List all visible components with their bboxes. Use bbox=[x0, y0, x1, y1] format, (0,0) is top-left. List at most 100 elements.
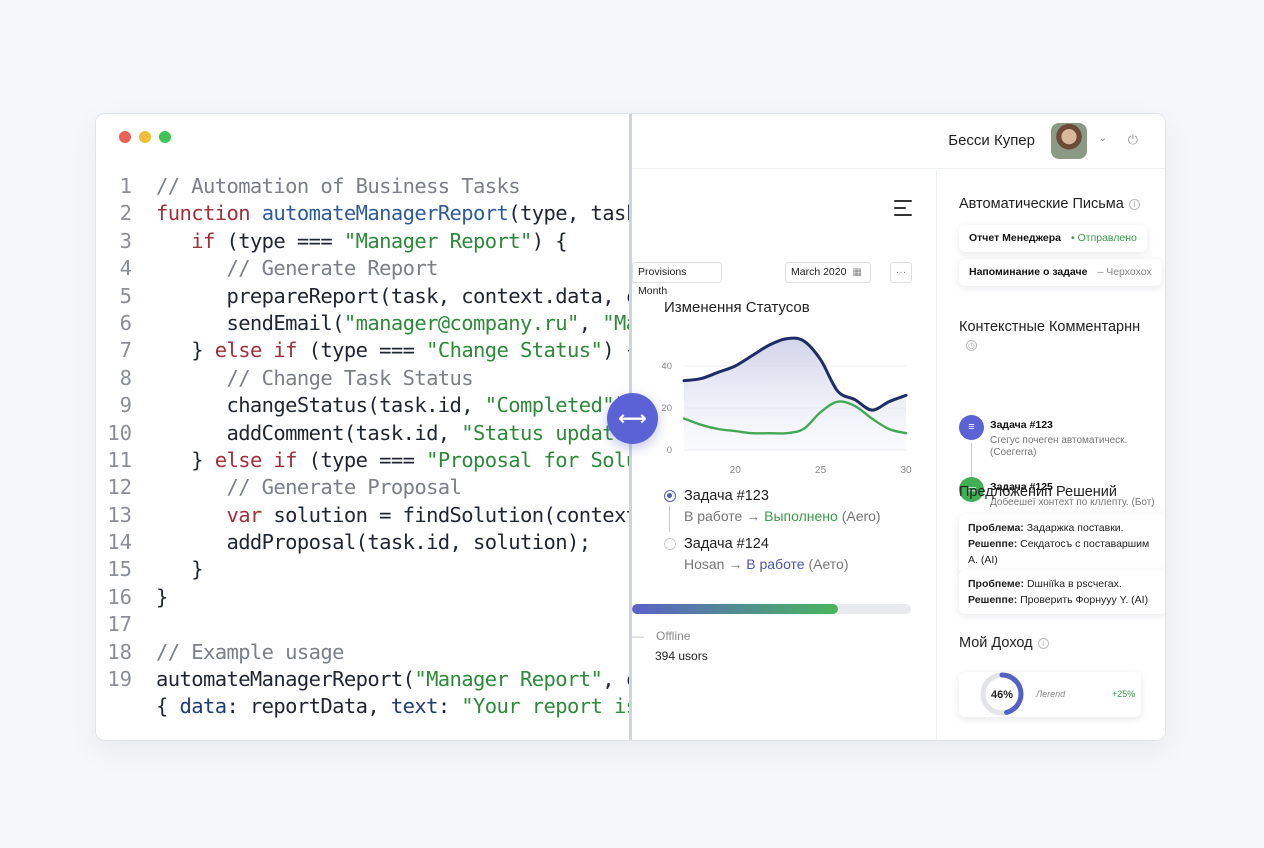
line-number: 8 bbox=[119, 365, 132, 390]
right-sidebar: Автоматические Письма i Отчет Менеджера • … bbox=[938, 170, 1165, 740]
status-chart: 0 20 40 20 25 30 bbox=[661, 336, 912, 476]
code-text: } else if (type === "Change Status") { bbox=[156, 338, 630, 363]
status-transition: Hosan → В работе (Aето) bbox=[684, 556, 849, 572]
users-count: 394 usors bbox=[655, 649, 708, 663]
date-picker-value: March 2020 bbox=[791, 266, 847, 278]
status-item[interactable]: Задача #123 В работе → Выполнено (Aero) bbox=[664, 488, 881, 532]
line-number: 18 bbox=[107, 639, 132, 664]
app-header: Бесси Купер ⌄ ⏻ bbox=[632, 114, 1165, 169]
code-line[interactable]: 12 // Generate Proposal bbox=[96, 474, 630, 501]
progress-bar bbox=[632, 604, 911, 614]
line-number: 11 bbox=[107, 447, 132, 472]
status-radio[interactable] bbox=[664, 490, 676, 502]
comment-note-icon: ≡ bbox=[959, 415, 984, 440]
comment-text: Сгегус почеген автоматическ. (Coeгerra) bbox=[990, 435, 1128, 458]
code-text: } bbox=[156, 557, 203, 582]
line-number: 4 bbox=[119, 256, 132, 281]
x-tick-label: 20 bbox=[730, 465, 742, 476]
power-icon[interactable]: ⏻ bbox=[1127, 132, 1138, 147]
mail-status: – Черхохох bbox=[1097, 266, 1152, 278]
comment-connector bbox=[971, 443, 972, 480]
code-text: addProposal(task.id, solution); bbox=[156, 530, 591, 555]
line-number: 17 bbox=[107, 612, 132, 637]
user-name[interactable]: Бесси Купер bbox=[948, 132, 1035, 149]
comment-title: Задача #123 bbox=[990, 419, 1053, 431]
income-card[interactable]: 46% Лerend +25% bbox=[959, 672, 1141, 717]
status-radio[interactable] bbox=[664, 538, 676, 550]
code-line[interactable]: 10 addComment(task.id, "Status updated a bbox=[96, 420, 630, 447]
code-text: sendEmail("manager@company.ru", "Manag bbox=[156, 310, 630, 335]
code-text: automateManagerReport("Manager Report", … bbox=[156, 667, 630, 692]
comment-text: Добеешеї хонтехт по кллепту. (Бот) bbox=[990, 497, 1155, 508]
y-tick-label: 0 bbox=[667, 445, 672, 456]
maximize-window-button[interactable] bbox=[159, 131, 171, 143]
code-line[interactable]: 9 changeStatus(task.id, "Completed"); bbox=[96, 392, 630, 419]
code-line[interactable]: 4 // Generate Report bbox=[96, 255, 630, 282]
series-area bbox=[684, 338, 906, 450]
minimize-window-button[interactable] bbox=[139, 131, 151, 143]
code-line[interactable]: 13 var solution = findSolution(context.p… bbox=[96, 502, 630, 529]
code-editor[interactable]: 1 // Automation of Business Tasks 2 functio… bbox=[96, 114, 630, 740]
code-line[interactable]: 1 // Automation of Business Tasks bbox=[96, 173, 630, 200]
code-text: } else if (type === "Proposal for Soluti… bbox=[156, 447, 630, 472]
code-line[interactable]: 19 automateManagerReport("Manager Report"… bbox=[96, 666, 630, 693]
code-line[interactable]: { data: reportData, text: "Your report i… bbox=[96, 693, 630, 720]
line-number: 19 bbox=[107, 667, 132, 692]
y-tick-label: 20 bbox=[661, 403, 672, 414]
code-line[interactable]: 11 } else if (type === "Proposal for Sol… bbox=[96, 447, 630, 474]
line-number: 3 bbox=[119, 228, 132, 253]
dashboard-app: Бесси Купер ⌄ ⏻ Provisions Month March 2… bbox=[632, 114, 1165, 740]
menu-icon[interactable] bbox=[894, 200, 912, 221]
line-number: 12 bbox=[107, 475, 132, 500]
code-line[interactable]: 14 addProposal(task.id, solution); bbox=[96, 529, 630, 556]
date-picker[interactable]: March 2020 ▦ bbox=[785, 262, 871, 283]
info-icon: i bbox=[1128, 199, 1140, 210]
trend-label: Лerend bbox=[1036, 689, 1066, 699]
x-tick-label: 25 bbox=[815, 465, 827, 476]
y-tick-label: 40 bbox=[661, 361, 672, 372]
code-text: changeStatus(task.id, "Completed"); bbox=[156, 393, 630, 418]
code-text: if (type === "Manager Report") { bbox=[191, 228, 567, 253]
status-item[interactable]: Задача #124 Hosan → В работе (Aето) bbox=[664, 536, 881, 572]
mail-card[interactable]: Отчет Менеджера • Отправлено bbox=[959, 225, 1147, 252]
code-text: // Generate Proposal bbox=[226, 475, 462, 500]
line-number: 14 bbox=[107, 530, 132, 555]
provisions-month-filter[interactable]: Provisions Month bbox=[632, 262, 722, 297]
solutions-title: Предложенип Решений bbox=[959, 484, 1117, 500]
code-line[interactable]: 17 bbox=[96, 611, 630, 638]
code-block[interactable]: 1 // Automation of Business Tasks 2 functio… bbox=[96, 173, 630, 721]
code-line[interactable]: 15 } bbox=[96, 556, 630, 583]
solution-card[interactable]: Проблема: Задаржка поставки. Решеппе: Се… bbox=[959, 514, 1165, 574]
chart-title: Изменення Статусов bbox=[664, 299, 810, 316]
more-options-button[interactable]: ··· bbox=[890, 262, 912, 283]
line-number: 1 bbox=[119, 174, 132, 198]
status-changes-list: Задача #123 В работе → Выполнено (Aero) … bbox=[664, 488, 881, 584]
status-connector bbox=[669, 506, 670, 532]
chevron-down-icon[interactable]: ⌄ bbox=[1098, 133, 1107, 144]
solution-card[interactable]: Пробпеме: Dшніїka в pscчегах. Решеппе: П… bbox=[959, 570, 1165, 614]
code-text: prepareReport(task, context.data, conte bbox=[226, 283, 630, 308]
split-swap-handle[interactable]: ⟷ bbox=[607, 393, 658, 444]
code-line[interactable]: 6 sendEmail("manager@company.ru", "Manag bbox=[96, 310, 630, 337]
code-line[interactable]: 18 // Example usage bbox=[96, 639, 630, 666]
swap-arrows-icon: ⟷ bbox=[618, 408, 647, 430]
comment-chat-icon: ▭ bbox=[959, 477, 984, 502]
income-percent: 46% bbox=[991, 689, 1014, 701]
comment-title: Задача #125 bbox=[990, 481, 1053, 493]
code-line[interactable]: 8 // Change Task Status bbox=[96, 365, 630, 392]
code-text: // Example usage bbox=[156, 639, 344, 664]
line-number: 5 bbox=[119, 283, 132, 308]
income-title: Мой Доход i bbox=[959, 635, 1049, 651]
close-window-button[interactable] bbox=[119, 131, 131, 143]
code-line[interactable]: 2 function automateManagerReport(type, ta… bbox=[96, 200, 630, 227]
user-avatar[interactable] bbox=[1051, 123, 1087, 159]
code-line[interactable]: 3 if (type === "Manager Report") { bbox=[96, 228, 630, 255]
code-line[interactable]: 5 prepareReport(task, context.data, cont… bbox=[96, 283, 630, 310]
offline-label: Offline bbox=[656, 629, 691, 643]
progress-fill bbox=[632, 604, 839, 614]
mail-card[interactable]: Напоминание о задаче – Черхохох bbox=[959, 259, 1162, 286]
info-icon: i bbox=[1037, 638, 1049, 649]
code-text: } bbox=[156, 584, 168, 609]
code-line[interactable]: 16} bbox=[96, 584, 630, 611]
code-line[interactable]: 7 } else if (type === "Change Status") { bbox=[96, 337, 630, 364]
